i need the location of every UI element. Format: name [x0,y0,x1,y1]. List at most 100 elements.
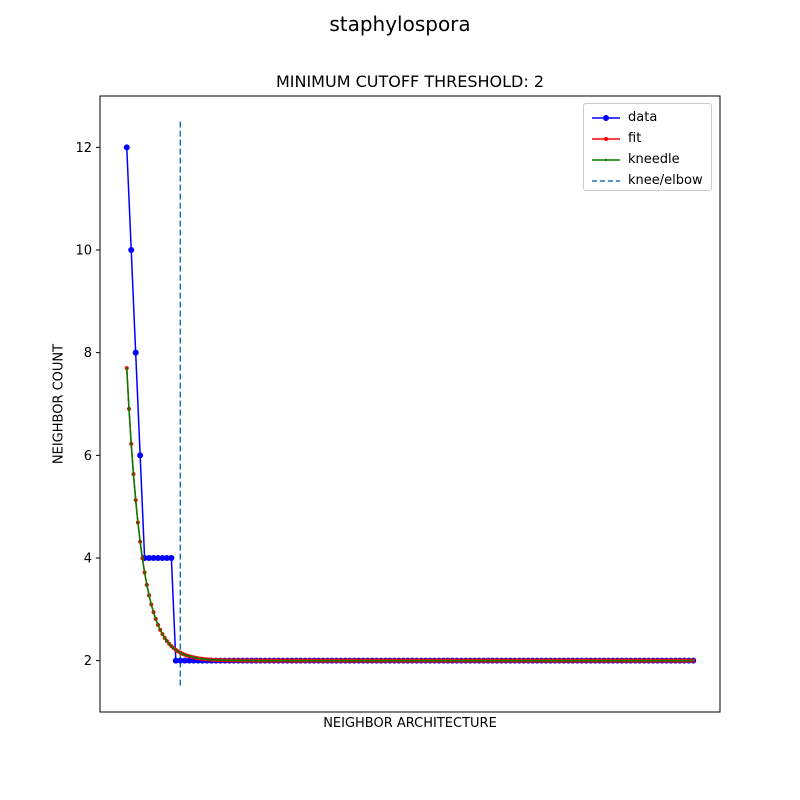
kneedle-point [172,647,175,650]
data-point [172,657,179,664]
kneedle-point [620,659,623,662]
kneedle-point [667,659,670,662]
kneedle-point [166,640,168,642]
legend-entry-kneedle: kneedle [584,149,711,170]
kneedle-point [371,659,373,662]
kneedle-point [377,659,380,662]
kneedle-point [536,659,539,662]
kneedle-point [545,659,547,662]
kneedle-point [206,658,208,661]
kneedle-point [186,654,188,657]
legend-label-kneedle: kneedle [628,152,680,167]
kneedle-point [194,656,197,659]
kneedle-point [395,659,398,662]
kneedle-point [516,659,518,662]
legend-entry-fit: fit [584,128,711,149]
kneedle-point [310,659,313,662]
kneedle-point [418,659,420,662]
kneedle-point [237,659,240,662]
kneedle-point [355,659,358,662]
kneedle-point [491,659,494,662]
kneedle-point [690,659,692,662]
kneedle-point [154,618,157,620]
kneedle-point [351,659,353,662]
kneedle-point [342,659,344,662]
data-point [186,657,193,664]
chart-marks [123,121,697,687]
kneedle-point [661,659,663,662]
kneedle-point [462,659,465,662]
kneedle-point [130,443,133,445]
legend-swatch-kneedle [592,158,620,162]
kneedle-point [375,659,378,662]
kneedle-point [404,659,407,662]
kneedle-point [313,659,316,662]
kneedle-point [201,657,204,660]
kneedle-point [623,659,626,662]
kneedle-point [235,659,237,662]
data-point [177,657,184,664]
kneedle-point [647,659,650,662]
kneedle-point [299,659,302,662]
kneedle-point [137,521,139,524]
kneedle-point [649,659,652,662]
kneedle-point [527,659,530,662]
kneedle-point [353,659,356,662]
kneedle-point [302,659,304,662]
y-tick-label: 4 [84,552,92,567]
kneedle-point [232,659,235,662]
kneedle-point [681,659,683,662]
kneedle-point [498,659,501,662]
kneedle-point [391,659,394,662]
kneedle-point [246,659,249,662]
kneedle-point [333,659,336,662]
kneedle-point [150,603,153,606]
kneedle-point [386,659,389,662]
kneedle-point [348,659,351,662]
kneedle-point [255,659,258,662]
kneedle-point [429,659,431,662]
kneedle-point [433,659,436,662]
kneedle-point [493,659,496,662]
kneedle-point [551,659,554,662]
kneedle-point [360,659,362,662]
kneedle-point [179,651,182,654]
kneedle-point [221,659,224,662]
kneedle-point [614,659,617,662]
data-point [128,247,135,253]
kneedle-point [591,659,594,662]
legend-entry-knee-elbow: knee/elbow [584,170,711,191]
figure-title: staphylospora [329,12,471,36]
kneedle-point [473,659,476,662]
kneedle-point [435,659,438,662]
kneedle-point [585,659,588,662]
kneedle-point [600,659,603,662]
legend-entry-data: data [584,107,711,128]
kneedle-point [458,659,460,662]
kneedle-point [163,636,166,639]
kneedle-point [556,659,559,662]
kneedle-point [652,659,654,662]
kneedle-point [560,659,563,662]
kneedle-point [241,659,244,662]
kneedle-point [413,659,416,662]
kneedle-point [518,659,521,662]
data-point [154,555,161,561]
kneedle-point [286,659,289,662]
kneedle-point [344,659,347,662]
kneedle-point [273,659,275,662]
kneedle-point [574,659,576,662]
kneedle-point [438,659,440,662]
kneedle-point [161,633,164,636]
data-point [137,452,144,459]
kneedle-point [168,642,171,645]
kneedle-point [607,659,610,662]
kneedle-point [656,659,659,662]
kneedle-point [219,659,222,662]
kneedle-point [288,659,291,662]
kneedle-point [409,659,411,662]
kneedle-point [411,659,414,662]
kneedle-point [368,659,371,662]
kneedle-point [230,659,233,662]
